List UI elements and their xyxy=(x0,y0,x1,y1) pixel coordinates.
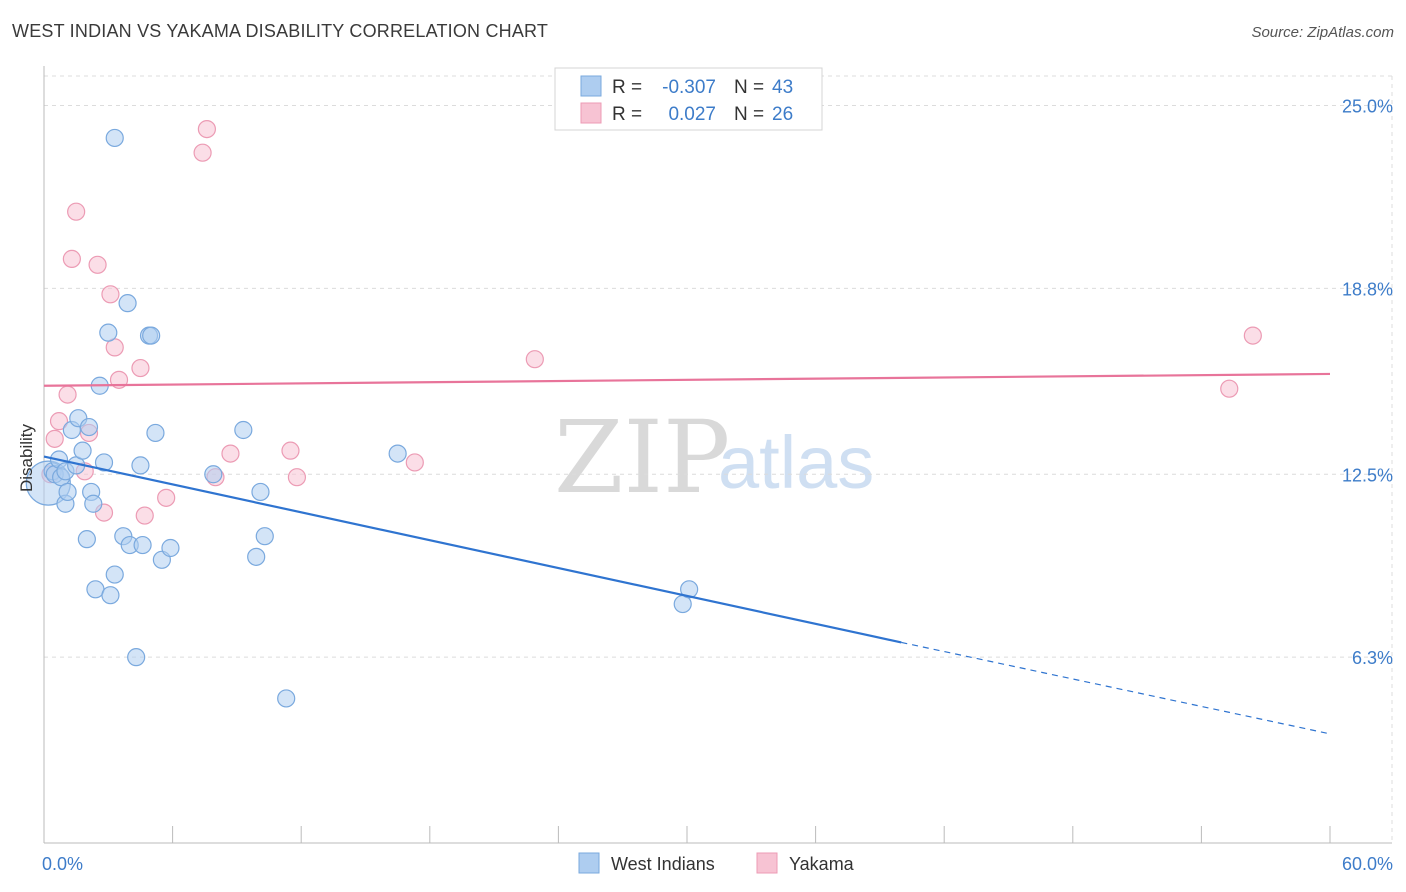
yakama-point xyxy=(287,468,307,487)
watermark: ZIP atlas xyxy=(554,399,874,516)
west-indians-point xyxy=(105,565,124,584)
x-tick-label-max: 60.0% xyxy=(1342,854,1393,874)
source-label: Source: ZipAtlas.com xyxy=(1251,24,1394,41)
y-axis-label: Disability xyxy=(17,423,36,492)
west-indians-point xyxy=(58,482,77,502)
west-indians-point xyxy=(105,128,124,148)
yakama-point xyxy=(67,202,86,221)
west-indians-trend-line xyxy=(43,455,902,644)
west-indians-point xyxy=(161,538,180,558)
stats-r-label: R = xyxy=(612,104,642,125)
chart-title: WEST INDIAN VS YAKAMA DISABILITY CORRELA… xyxy=(12,21,549,41)
yakama-point xyxy=(157,488,176,507)
west-indians-point xyxy=(251,482,270,502)
legend-swatch-yakama xyxy=(756,852,778,874)
west-indians-point xyxy=(142,326,161,345)
yakama-point xyxy=(525,350,544,369)
y-tick-label: 25.0% xyxy=(1342,97,1393,117)
west-indians-point xyxy=(101,586,120,605)
watermark-zip: ZIP xyxy=(554,399,730,516)
west-indians-points xyxy=(25,128,699,708)
yakama-point xyxy=(135,506,154,525)
y-tick-label: 6.3% xyxy=(1352,648,1393,668)
stats-n-value-west-indians: 43 xyxy=(772,77,793,98)
west-indians-point xyxy=(77,530,96,549)
west-indians-point xyxy=(127,648,146,667)
west-indians-point xyxy=(680,580,699,599)
west-indians-point xyxy=(255,527,274,546)
stats-r-value-west-indians: -0.307 xyxy=(662,77,716,98)
bottom-legend: West Indians Yakama xyxy=(578,852,855,874)
west-indians-point xyxy=(131,456,150,475)
yakama-point xyxy=(45,429,64,448)
west-indians-point xyxy=(146,423,165,443)
west-indians-point xyxy=(133,535,152,555)
west-indians-point xyxy=(247,547,266,566)
west-indians-trend-extrapolation xyxy=(901,641,1331,735)
yakama-point xyxy=(131,358,150,378)
yakama-point xyxy=(58,385,77,404)
legend-label-yakama: Yakama xyxy=(789,854,855,874)
yakama-point xyxy=(193,143,212,162)
yakama-point xyxy=(221,444,240,463)
axes xyxy=(43,66,1392,844)
west-indians-point xyxy=(99,323,118,342)
west-indians-point xyxy=(118,294,137,313)
west-indians-point xyxy=(79,417,99,437)
yakama-point xyxy=(1220,379,1239,398)
yakama-point xyxy=(88,255,107,274)
legend-label-west-indians: West Indians xyxy=(611,854,715,874)
yakama-point xyxy=(405,453,424,472)
stats-n-label: N = xyxy=(734,77,764,98)
yakama-point xyxy=(49,412,69,431)
west-indians-point xyxy=(234,420,253,440)
trend-lines xyxy=(43,372,1331,735)
west-indians-point xyxy=(204,465,223,484)
yakama-point xyxy=(101,285,120,304)
y-tick-label: 18.8% xyxy=(1342,279,1393,299)
stats-r-value-yakama: 0.027 xyxy=(668,104,716,125)
watermark-atlas: atlas xyxy=(718,421,874,504)
stats-legend-swatch-west-indians xyxy=(580,75,602,97)
yakama-point xyxy=(62,249,81,268)
legend-swatch-west-indians xyxy=(578,852,600,874)
stats-n-label: N = xyxy=(734,104,764,125)
west-indians-point xyxy=(388,444,407,463)
west-indians-point xyxy=(73,441,92,460)
stats-r-label: R = xyxy=(612,77,642,98)
yakama-point xyxy=(197,120,216,139)
stats-n-value-yakama: 26 xyxy=(772,104,793,125)
tick-labels: 6.3% 12.5% 18.8% 25.0% 0.0% 60.0% xyxy=(42,97,1393,875)
yakama-point xyxy=(1243,326,1262,345)
west-indians-point xyxy=(277,689,296,708)
west-indians-point xyxy=(94,453,114,472)
yakama-point xyxy=(281,441,300,460)
y-tick-label: 12.5% xyxy=(1342,465,1393,485)
x-tick-label-min: 0.0% xyxy=(42,854,83,874)
west-indians-point xyxy=(84,494,103,513)
stats-legend: R = -0.307 N = 43 R = 0.027 N = 26 xyxy=(554,67,823,131)
stats-legend-swatch-yakama xyxy=(580,102,602,124)
yakama-trend-line xyxy=(43,372,1331,387)
